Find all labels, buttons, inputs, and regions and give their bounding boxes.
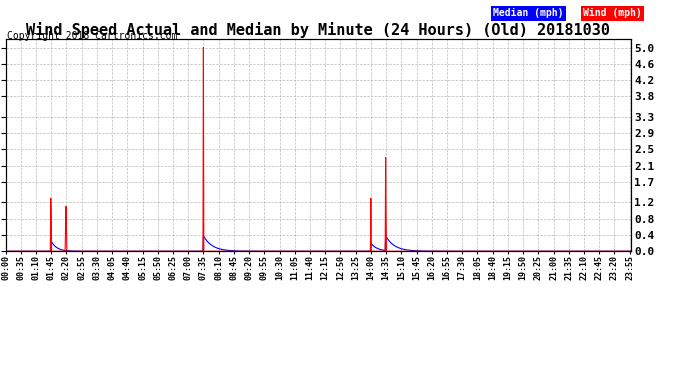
Text: Copyright 2018 Cartronics.com: Copyright 2018 Cartronics.com xyxy=(7,32,177,41)
Title: Wind Speed Actual and Median by Minute (24 Hours) (Old) 20181030: Wind Speed Actual and Median by Minute (… xyxy=(26,22,611,38)
Text: Median (mph): Median (mph) xyxy=(493,8,564,18)
Text: Wind (mph): Wind (mph) xyxy=(583,8,642,18)
